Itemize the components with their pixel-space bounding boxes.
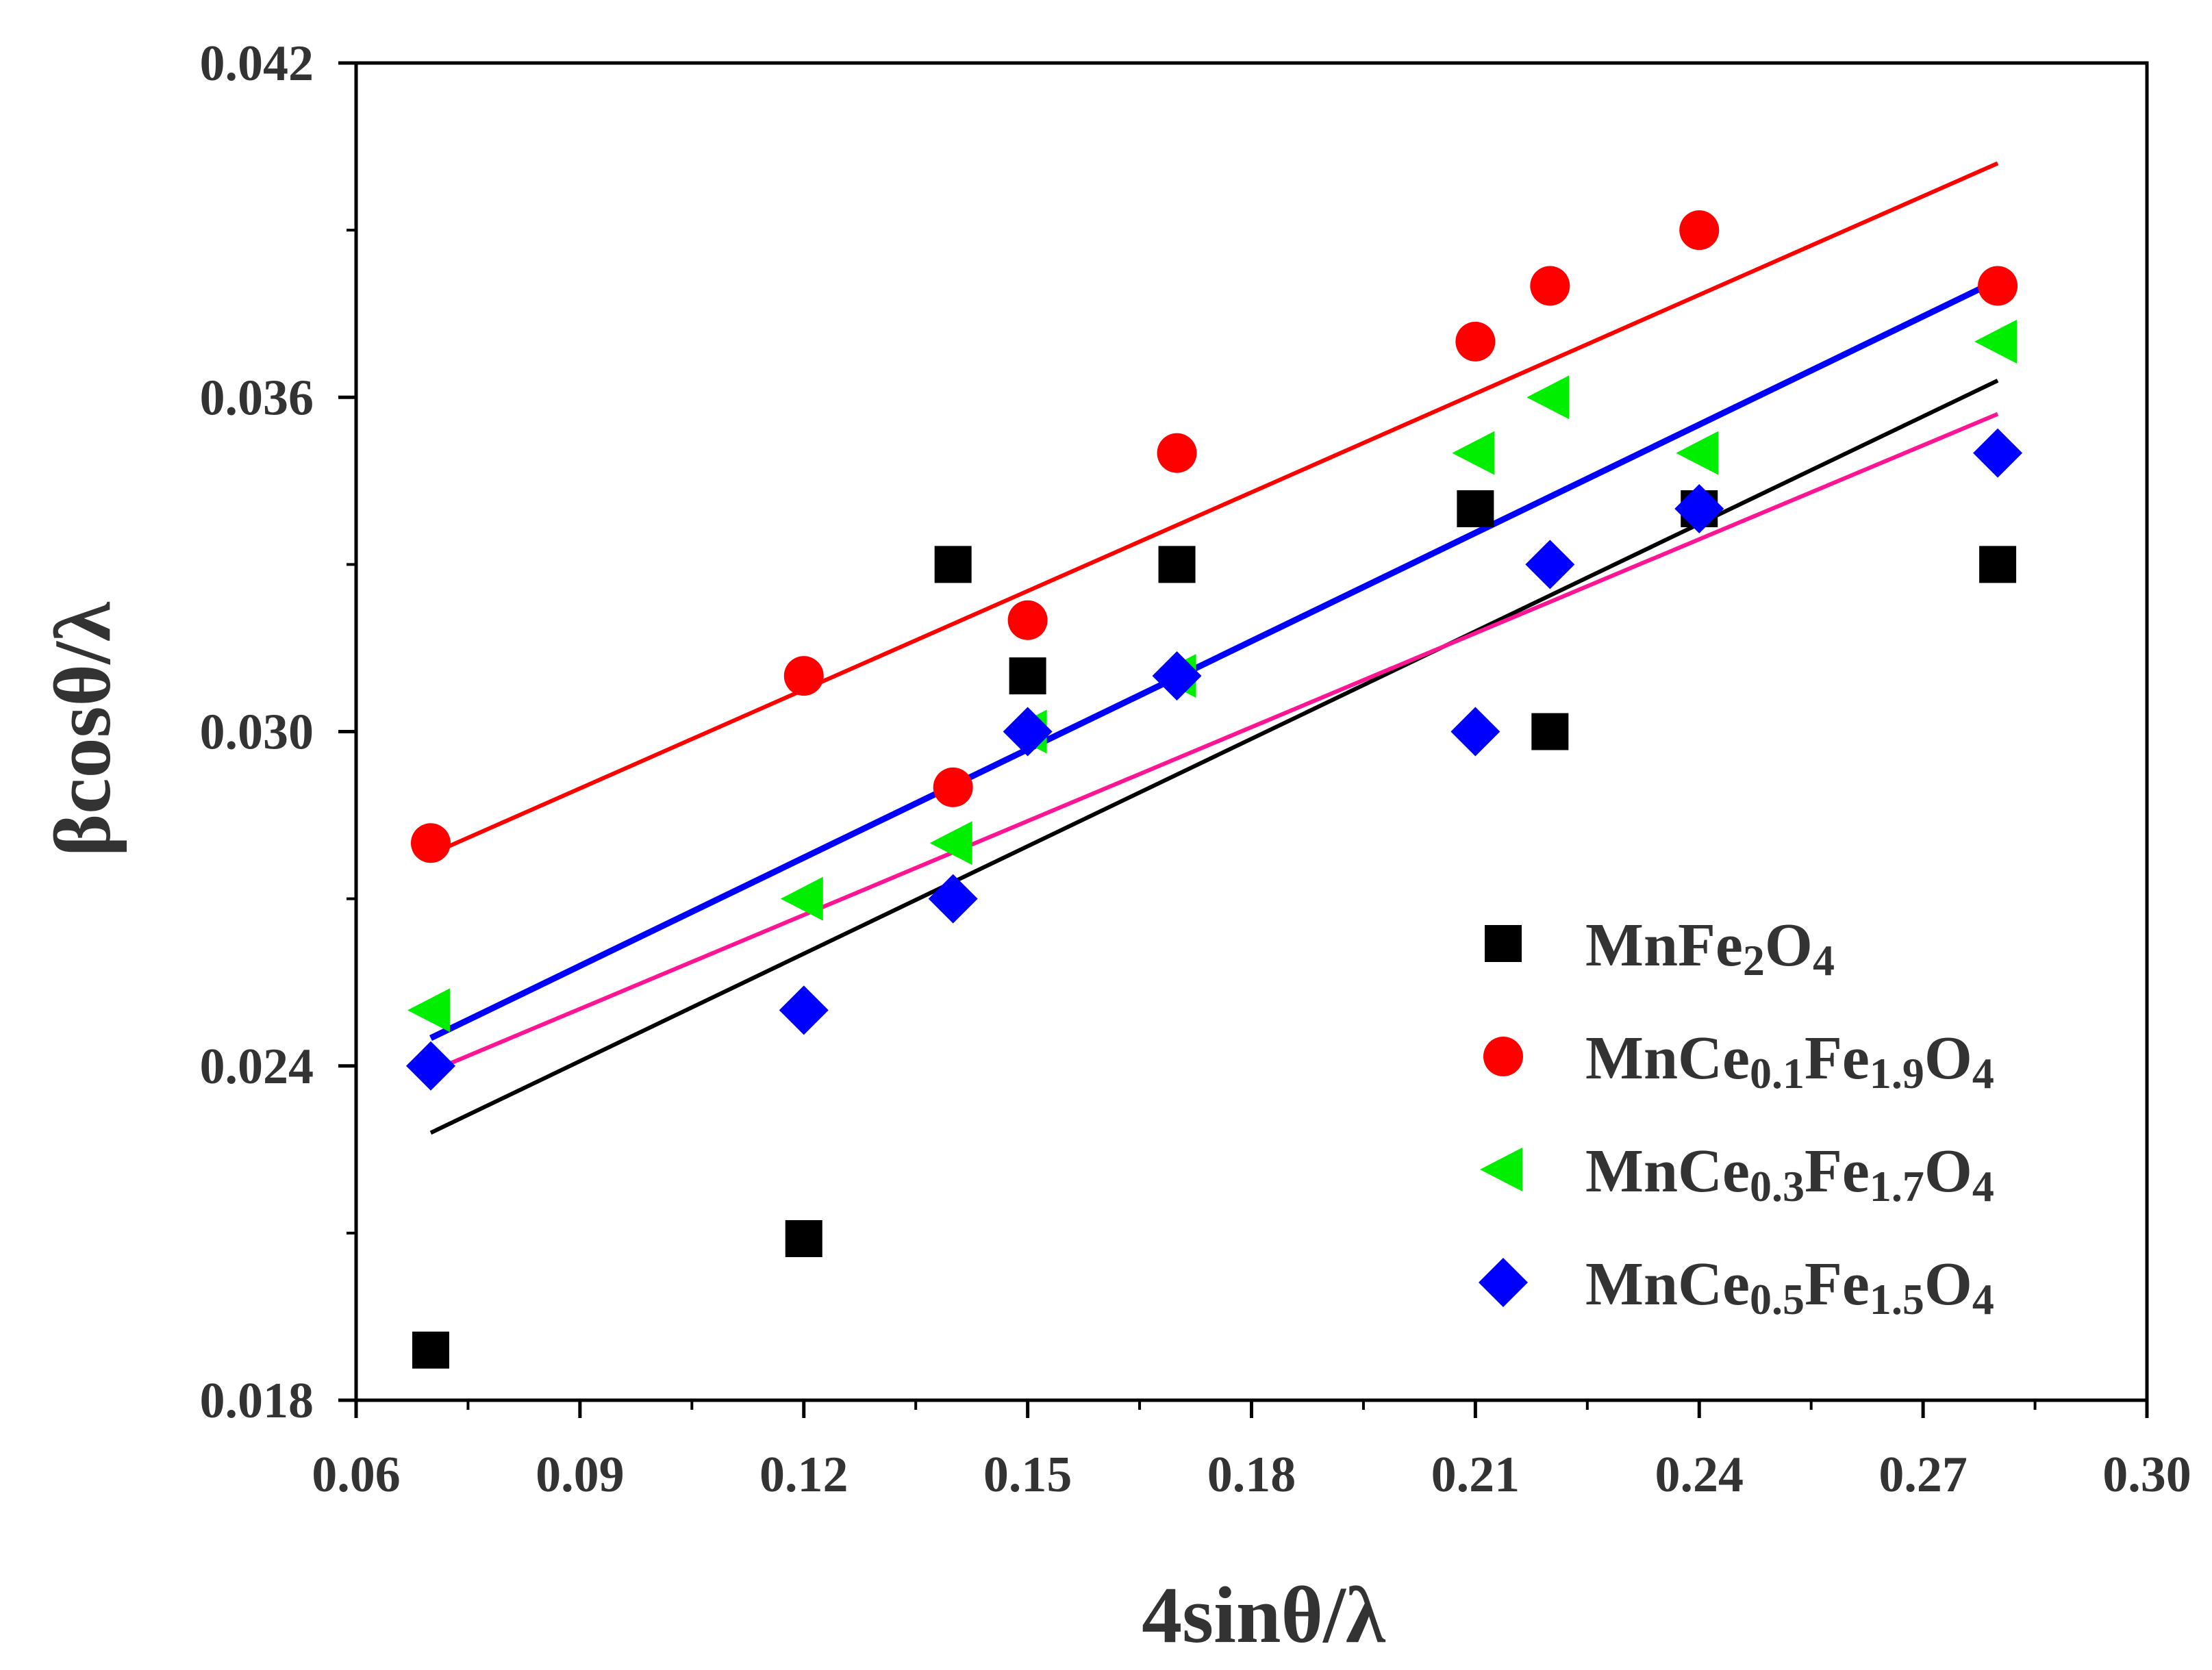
y-tick-label: 0.024 [200,1039,314,1095]
x-tick-label: 0.09 [536,1447,625,1503]
legend-label-series-3: MnCe0.3Fe1.7O4 [1585,1137,1994,1211]
fit-line-series-2 [429,161,1999,857]
y-tick-label: 0.018 [200,1373,314,1429]
data-point-series-3 [1974,319,2018,364]
y-tick-label: 0.042 [200,36,314,92]
data-point-series-4 [1525,540,1575,590]
x-tick-label: 0.12 [759,1447,849,1503]
legend-entry-series-4: MnCe0.5Fe1.5O4 [1479,1250,1994,1324]
legend-marker-series-4 [1479,1258,1528,1307]
data-point-series-1 [1979,546,2017,583]
data-point-series-2 [783,656,824,696]
data-point-series-2 [1007,600,1048,640]
data-point-series-4 [928,874,978,924]
data-markers [405,210,2023,1369]
data-point-series-1 [1457,490,1494,527]
data-point-series-2 [933,767,973,807]
data-point-series-3 [780,876,823,921]
data-point-series-3 [929,821,972,865]
legend-marker-series-3 [1480,1148,1522,1191]
data-point-series-4 [1152,651,1202,701]
y-axis-title: βcosθ/λ [38,601,127,857]
data-point-series-3 [407,988,450,1033]
x-tick-label: 0.18 [1207,1447,1296,1503]
x-tick-label: 0.24 [1655,1447,1744,1503]
legend-label-series-2: MnCe0.1Fe1.9O4 [1585,1024,1994,1098]
legend-marker-series-1 [1485,925,1522,962]
data-point-series-4 [405,1041,455,1091]
fit-line-series-1 [429,379,1999,1135]
data-point-series-4 [1450,707,1500,757]
data-point-series-1 [412,1331,449,1369]
data-point-series-1 [934,546,972,583]
data-point-series-2 [410,823,451,863]
legend-entry-series-1: MnFe2O4 [1485,911,1835,985]
x-tick-label: 0.06 [312,1447,401,1503]
data-point-series-4 [1973,428,2023,478]
x-tick-label: 0.15 [983,1447,1072,1503]
legend-entry-series-2: MnCe0.1Fe1.9O4 [1483,1024,1994,1098]
data-point-series-1 [1009,657,1046,695]
x-tick-label: 0.30 [2102,1447,2191,1503]
data-point-series-2 [1679,210,1720,251]
data-point-series-2 [1157,433,1197,473]
legend-entry-series-3: MnCe0.3Fe1.7O4 [1480,1137,1994,1211]
x-tick-label: 0.21 [1431,1447,1520,1503]
data-point-series-1 [785,1220,822,1258]
legend-marker-series-2 [1483,1037,1523,1076]
data-point-series-3 [1676,431,1719,475]
data-point-series-4 [779,985,829,1035]
x-tick-label: 0.27 [1878,1447,1968,1503]
data-point-series-4 [1674,484,1724,533]
fit-line-series-3 [429,412,1999,1074]
y-tick-label: 0.036 [200,370,314,426]
fit-lines [429,161,2000,1135]
tick-labels: 0.06 0.09 0.12 0.15 0.18 0.21 0.24 0.27 0.30 0.01… [200,36,2191,1503]
data-point-series-2 [1455,321,1496,362]
data-point-series-1 [1158,546,1196,583]
legend-label-series-1: MnFe2O4 [1585,911,1835,985]
legend: MnFe2O4 MnCe0.1Fe1.9O4 MnCe0.3Fe1.7O4 MnCe0… [1479,911,1994,1324]
data-point-series-1 [1531,713,1569,750]
y-tick-label: 0.030 [200,705,314,761]
axes [338,61,2149,1418]
data-point-series-3 [1526,375,1570,420]
data-point-series-3 [1452,431,1495,475]
data-point-series-4 [1003,707,1053,757]
data-point-series-2 [1530,266,1570,306]
legend-label-series-4: MnCe0.5Fe1.5O4 [1585,1250,1994,1324]
fit-line-series-4 [429,277,2000,1041]
x-axis-title: 4sinθ/λ [1142,1570,1386,1660]
data-point-series-2 [1978,266,2018,306]
